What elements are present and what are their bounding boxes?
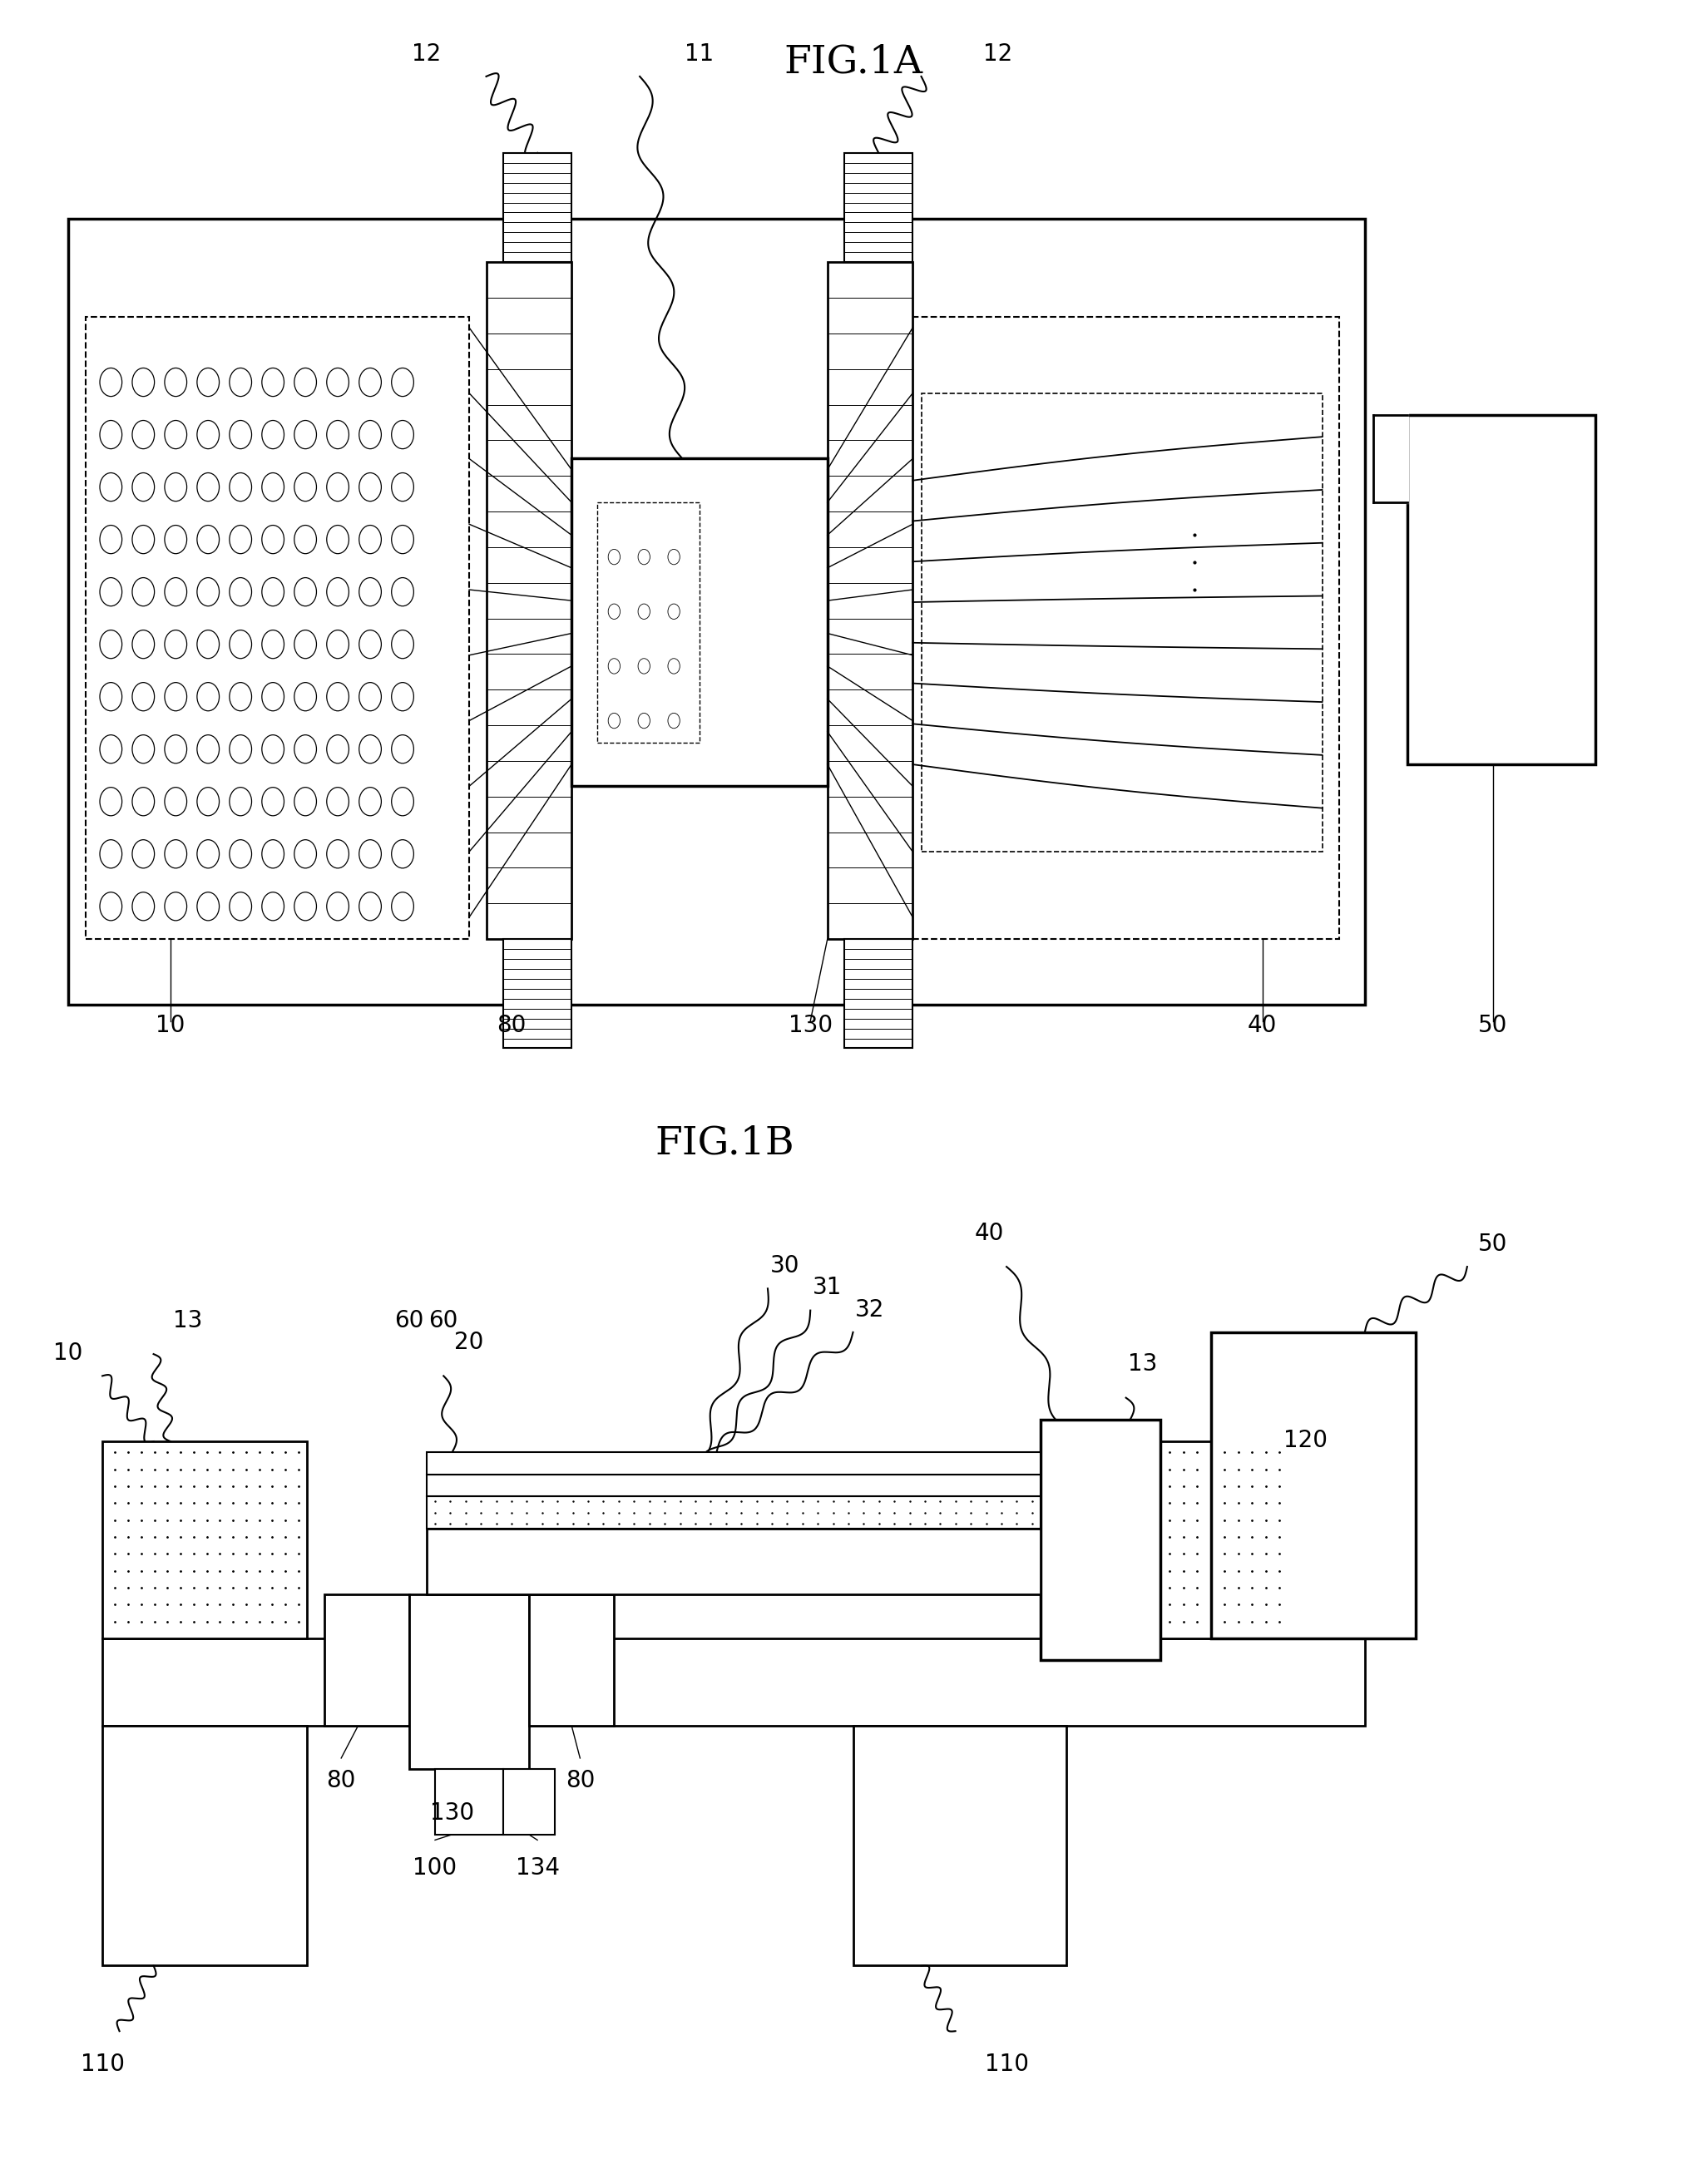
Bar [1211,1332,1416,1638]
Bar [102,1725,307,1966]
Bar [844,939,913,1048]
Bar [85,317,469,939]
Bar [853,1725,1066,1966]
Text: 120: 120 [1283,1428,1327,1452]
Text: 32: 32 [855,1297,885,1321]
Bar [921,393,1322,852]
Text: 30: 30 [769,1254,800,1278]
Bar [572,459,827,786]
Bar [1041,1420,1160,1660]
Text: 100: 100 [413,1856,457,1880]
Text: FIG.1B: FIG.1B [655,1125,795,1162]
Text: 50: 50 [1477,1232,1508,1256]
Bar [1075,1441,1288,1638]
Text: 110: 110 [984,2053,1029,2077]
Bar [102,1441,307,1638]
Text: 60: 60 [428,1308,459,1332]
Bar [426,1496,1041,1529]
Text: 110: 110 [80,2053,125,2077]
Text: 130: 130 [430,1802,474,1826]
Bar [913,317,1339,939]
Text: 13: 13 [172,1308,203,1332]
Text: 13: 13 [1128,1352,1158,1376]
Text: 31: 31 [812,1275,843,1299]
Bar [324,1594,409,1725]
Bar [426,1474,1041,1496]
Text: 40: 40 [974,1221,1005,1245]
Bar [409,1594,529,1769]
Bar [426,1529,1041,1594]
Text: 12: 12 [411,41,442,66]
Text: FIG.1A: FIG.1A [783,44,923,81]
Bar [426,1452,1041,1474]
Text: 80: 80 [565,1769,595,1793]
Bar [68,218,1365,1005]
Text: 50: 50 [1477,1013,1508,1037]
Bar [503,939,572,1048]
Text: 10: 10 [53,1341,84,1365]
Bar [435,1769,503,1835]
Text: 130: 130 [788,1013,833,1037]
Text: 40: 40 [1247,1013,1278,1037]
Text: 12: 12 [983,41,1013,66]
Bar [844,153,913,262]
Text: 20: 20 [454,1330,485,1354]
Text: 60: 60 [394,1308,425,1332]
Text: 134: 134 [515,1856,560,1880]
Bar [827,262,913,939]
Text: 11: 11 [684,41,715,66]
Bar [529,1594,614,1725]
Text: 10: 10 [155,1013,186,1037]
Bar [597,502,699,743]
Bar [1407,415,1595,764]
Text: 80: 80 [496,1013,527,1037]
Bar [503,1769,554,1835]
Bar [503,153,572,262]
Bar [486,262,572,939]
Bar [102,1638,1365,1725]
Text: 80: 80 [326,1769,357,1793]
